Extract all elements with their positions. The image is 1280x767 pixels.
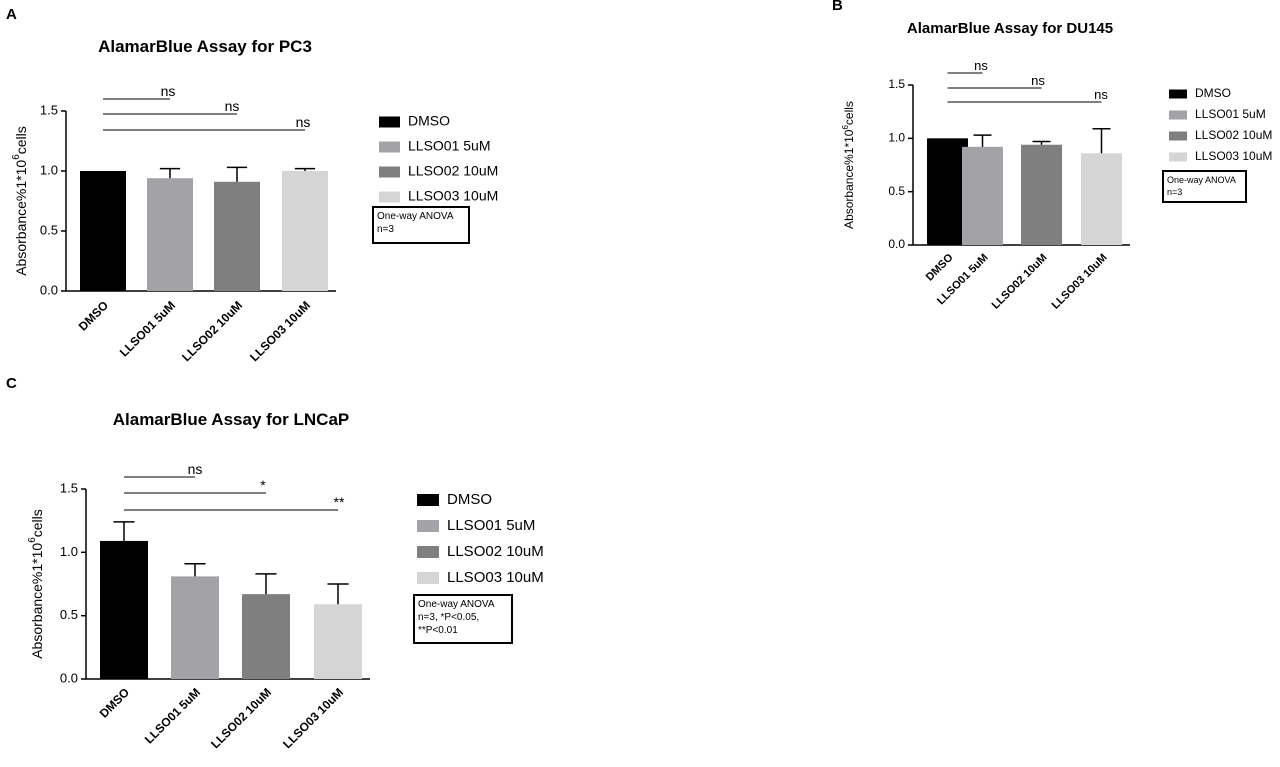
legend-label: DMSO bbox=[408, 113, 450, 129]
annotation-text: n=3 bbox=[377, 224, 394, 235]
x-tick-label: LLSO02 10uM bbox=[208, 685, 274, 751]
significance-label: ns bbox=[188, 461, 203, 477]
legend-swatch bbox=[1169, 89, 1187, 99]
significance-label: ns bbox=[161, 83, 176, 99]
y-tick-label: 1.5 bbox=[40, 102, 58, 117]
y-tick-label: 1.0 bbox=[888, 131, 905, 145]
bar-1 bbox=[80, 171, 126, 291]
legend-label: LLSO03 10uM bbox=[447, 569, 544, 586]
legend-swatch bbox=[379, 191, 400, 203]
x-tick-label: LLSO03 10uM bbox=[247, 298, 313, 364]
y-tick-label: 0.5 bbox=[60, 607, 78, 622]
x-tick-label: DMSO bbox=[97, 685, 132, 720]
bar-4 bbox=[1081, 153, 1122, 245]
bar-4 bbox=[314, 604, 362, 679]
annotation-box bbox=[413, 594, 513, 644]
panel-b: B AlamarBlue Assay for DU145 Absorbance%1*… bbox=[832, 0, 1272, 312]
x-tick-label: LLSO02 10uM bbox=[179, 298, 245, 364]
y-tick-label: 0.0 bbox=[888, 237, 905, 251]
bar-1 bbox=[100, 540, 148, 679]
legend-swatch bbox=[417, 494, 439, 506]
panel-letter: B bbox=[832, 0, 843, 14]
legend-label: LLSO02 10uM bbox=[1195, 128, 1272, 142]
annotation-text: One-way ANOVA bbox=[418, 599, 495, 610]
y-tick-label: 1.5 bbox=[60, 480, 78, 495]
legend-label: LLSO01 5uM bbox=[1195, 107, 1266, 121]
x-tick-label: DMSO bbox=[924, 251, 956, 283]
significance-label: ns bbox=[1031, 73, 1045, 88]
x-tick-label: LLSO02 10uM bbox=[990, 252, 1050, 312]
y-tick-label: 0.0 bbox=[60, 670, 78, 685]
legend-label: LLSO02 10uM bbox=[408, 163, 498, 179]
legend-swatch bbox=[417, 572, 439, 584]
legend-label: LLSO01 5uM bbox=[408, 138, 491, 154]
bar-2 bbox=[962, 146, 1003, 245]
annotation-text: **P<0.01 bbox=[418, 625, 458, 636]
y-tick-label: 0.5 bbox=[40, 222, 58, 237]
legend-label: LLSO03 10uM bbox=[1195, 149, 1272, 163]
y-axis-label: Absorbance%1*106cells bbox=[11, 126, 29, 276]
annotation-box bbox=[372, 206, 470, 244]
legend-swatch bbox=[379, 166, 400, 178]
y-tick-label: 0.0 bbox=[40, 282, 58, 297]
annotation-text: n=3, *P<0.05, bbox=[418, 612, 479, 623]
y-tick-label: 1.0 bbox=[40, 162, 58, 177]
y-axis-label: Absorbance%1*106cells bbox=[27, 509, 45, 659]
y-tick-label: 1.0 bbox=[60, 544, 78, 559]
legend-swatch bbox=[1169, 131, 1187, 141]
significance-label: ns bbox=[974, 58, 988, 73]
legend-label: LLSO01 5uM bbox=[447, 517, 535, 534]
bar-3 bbox=[242, 594, 290, 679]
y-tick-label: 0.5 bbox=[888, 184, 905, 198]
bar-3 bbox=[1021, 144, 1062, 245]
x-tick-label: LLSO01 5uM bbox=[142, 685, 203, 746]
legend-label: DMSO bbox=[1195, 86, 1231, 100]
legend-label: DMSO bbox=[447, 491, 492, 508]
bar-4 bbox=[282, 171, 328, 291]
annotation-text: n=3 bbox=[1167, 187, 1182, 197]
annotation-text: One-way ANOVA bbox=[377, 211, 454, 222]
significance-label: ** bbox=[334, 494, 345, 510]
chart-title: AlamarBlue Assay for PC3 bbox=[98, 37, 312, 56]
significance-label: ns bbox=[1094, 87, 1108, 102]
bar-3 bbox=[214, 181, 260, 291]
x-tick-label: DMSO bbox=[76, 298, 111, 333]
annotation-box bbox=[1162, 170, 1247, 203]
panel-letter: A bbox=[6, 6, 17, 23]
legend-swatch bbox=[417, 520, 439, 532]
chart-title: AlamarBlue Assay for DU145 bbox=[907, 20, 1113, 37]
panel-a: A AlamarBlue Assay for PC3 Absorbance%1*10… bbox=[6, 6, 498, 364]
legend-swatch bbox=[417, 546, 439, 558]
legend-swatch bbox=[1169, 110, 1187, 120]
x-tick-label: LLSO01 5uM bbox=[117, 298, 178, 359]
bar-1 bbox=[927, 138, 968, 245]
panel-letter: C bbox=[6, 375, 17, 392]
significance-label: ns bbox=[296, 114, 311, 130]
y-axis-label: Absorbance%1*106cells bbox=[841, 101, 857, 229]
significance-label: ns bbox=[225, 98, 240, 114]
x-tick-label: LLSO03 10uM bbox=[280, 685, 346, 751]
bar-2 bbox=[147, 178, 193, 291]
legend-label: LLSO03 10uM bbox=[408, 188, 498, 204]
significance-label: * bbox=[260, 477, 266, 493]
chart-title: AlamarBlue Assay for LNCaP bbox=[113, 410, 350, 429]
annotation-text: One-way ANOVA bbox=[1167, 175, 1236, 185]
panel-c: C AlamarBlue Assay for LNCaP Absorbance%1*… bbox=[6, 375, 544, 751]
y-tick-label: 1.5 bbox=[888, 77, 905, 91]
legend-label: LLSO02 10uM bbox=[447, 543, 544, 560]
legend-swatch bbox=[379, 116, 400, 128]
bar-2 bbox=[171, 576, 219, 679]
x-tick-label: LLSO03 10uM bbox=[1050, 252, 1110, 312]
legend-swatch bbox=[379, 141, 400, 153]
legend-swatch bbox=[1169, 152, 1187, 162]
